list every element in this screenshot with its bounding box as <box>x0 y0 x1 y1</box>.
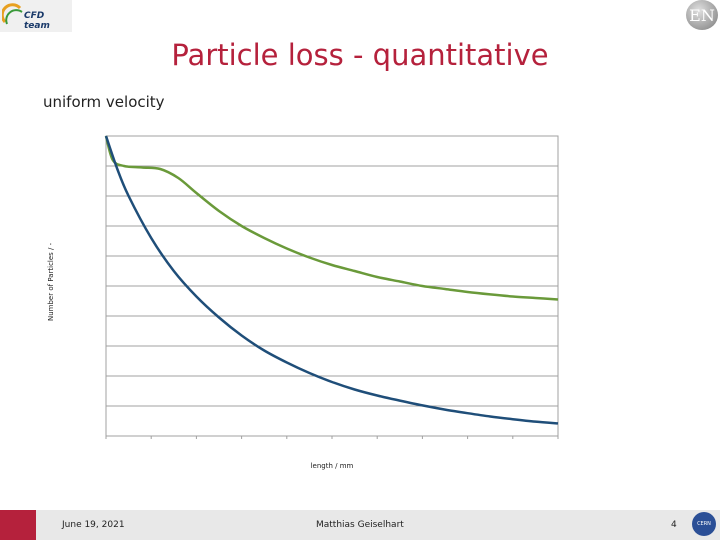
cfd-team-logo: CFD team <box>0 0 72 32</box>
footer-accent-bar <box>0 510 36 540</box>
footer-bar <box>36 510 720 540</box>
series-line-2 <box>104 135 559 425</box>
slide-subtitle: uniform velocity <box>43 93 165 111</box>
y-axis-label: Number of Particles / - <box>47 242 55 321</box>
slide-title: Particle loss - quantitative <box>171 38 549 72</box>
chart-grid <box>106 165 558 407</box>
header-white-area <box>72 0 720 32</box>
page-number: 4 <box>671 520 677 530</box>
plot-frame <box>105 135 559 437</box>
cfd-logo-icon <box>2 3 23 25</box>
x-axis-label: length / mm <box>311 462 354 470</box>
particle-loss-chart: Number of Particles / - length / mm <box>47 135 559 470</box>
series-line-1 <box>104 135 559 301</box>
logo-text: CFD team <box>24 11 50 31</box>
footer-date: June 19, 2021 <box>62 520 125 530</box>
chart-series <box>104 135 559 425</box>
cern-logo: CERN <box>692 512 716 536</box>
en-badge: EN <box>686 0 718 30</box>
footer-author: Matthias Geiselhart <box>316 520 404 530</box>
